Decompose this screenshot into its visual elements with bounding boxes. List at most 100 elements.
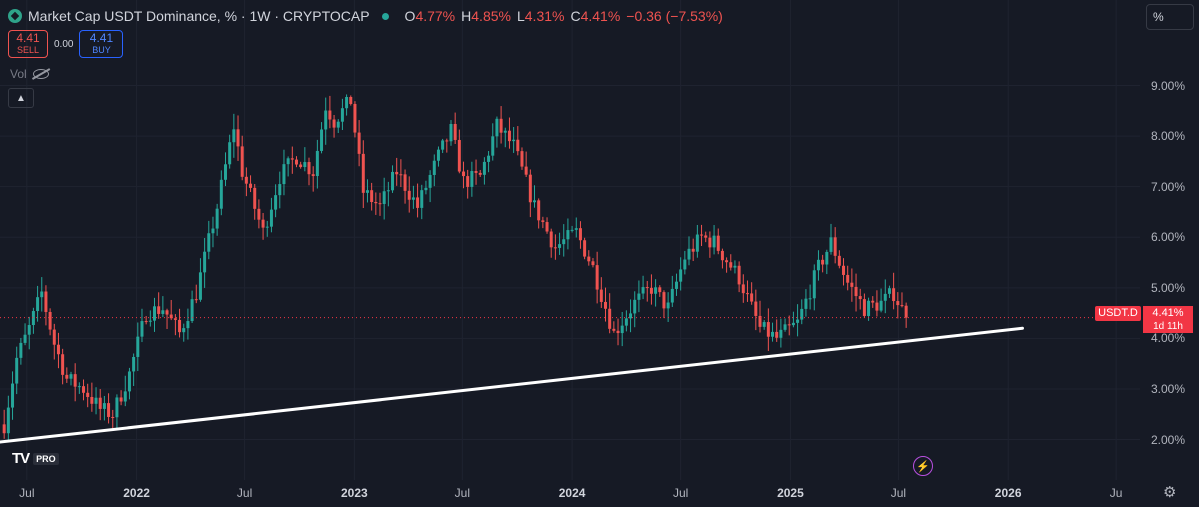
candle-down — [194, 299, 198, 301]
candle-up — [512, 139, 516, 142]
collapse-legend-button[interactable]: ▲ — [8, 88, 34, 108]
candle-down — [119, 397, 123, 402]
candle-up — [566, 230, 570, 240]
candle-down — [144, 321, 148, 323]
candle-down — [520, 151, 524, 167]
candle-down — [361, 153, 365, 193]
candle-down — [253, 187, 257, 209]
candle-up — [620, 325, 624, 334]
candle-up — [570, 229, 574, 231]
candle-down — [249, 183, 253, 188]
candle-up — [23, 334, 27, 343]
close-value: 4.41% — [580, 8, 621, 24]
candle-up — [198, 272, 202, 300]
candle-up — [15, 357, 19, 384]
candle-up — [391, 171, 395, 191]
candle-down — [178, 319, 182, 333]
buy-price: 4.41 — [89, 31, 114, 45]
candle-down — [537, 200, 541, 221]
candle-down — [236, 129, 240, 147]
candle-up — [791, 322, 795, 326]
candle-down — [658, 287, 662, 293]
candle-up — [411, 197, 415, 200]
candle-up — [340, 108, 344, 122]
low-value: 4.31% — [524, 8, 565, 24]
candle-up — [115, 397, 119, 418]
candle-down — [775, 331, 779, 338]
candle-down — [478, 172, 482, 175]
candle-down — [169, 314, 173, 319]
gear-icon[interactable]: ⚙ — [1163, 484, 1177, 501]
y-tick-label: 3.00% — [1151, 381, 1186, 396]
candle-up — [562, 239, 566, 245]
candle-down — [754, 301, 758, 316]
x-tick-label: Ju — [1109, 486, 1123, 500]
candle-up — [6, 407, 10, 434]
candle-down — [741, 284, 745, 294]
candle-series — [2, 94, 908, 443]
candle-down — [716, 235, 720, 251]
candle-down — [541, 220, 545, 223]
candle-up — [624, 318, 628, 326]
sell-price: 4.41 — [16, 31, 40, 45]
candle-up — [783, 324, 787, 330]
x-tick-label: Jul — [672, 486, 689, 500]
lightning-icon[interactable]: ⚡ — [913, 456, 933, 476]
candle-up — [286, 158, 290, 165]
trendline[interactable] — [0, 326, 1024, 444]
buy-button[interactable]: 4.41 BUY — [79, 30, 124, 58]
candle-up — [825, 251, 829, 265]
candle-up — [779, 329, 783, 338]
candle-down — [649, 287, 653, 294]
x-tick-label: 2022 — [123, 486, 150, 500]
close-key: C — [570, 8, 581, 24]
volume-indicator[interactable]: Vol — [10, 67, 49, 81]
tradingview-logo[interactable]: TV PRO — [12, 450, 59, 467]
scale-mode-button[interactable]: % — [1146, 4, 1194, 30]
candle-down — [353, 103, 357, 133]
candle-down — [524, 166, 528, 175]
candle-down — [591, 261, 595, 266]
candle-down — [837, 255, 841, 266]
candle-up — [733, 265, 737, 268]
candle-down — [370, 190, 374, 203]
symbol-title[interactable]: Market Cap USDT Dominance, % · 1W · CRYP… — [28, 8, 370, 24]
candle-down — [904, 305, 908, 318]
candle-down — [65, 374, 69, 379]
sell-button[interactable]: 4.41 SELL — [8, 30, 48, 58]
candle-up — [470, 171, 474, 187]
candle-up — [771, 331, 775, 337]
candle-up — [867, 300, 871, 316]
candle-down — [290, 158, 294, 160]
candle-down — [725, 260, 729, 263]
candle-down — [858, 296, 862, 300]
candle-down — [107, 403, 111, 417]
candle-down — [98, 397, 102, 409]
candle-down — [328, 110, 332, 120]
candle-down — [766, 322, 770, 337]
candle-up — [320, 129, 324, 151]
candle-down — [157, 306, 161, 314]
candle-up — [136, 336, 140, 357]
candle-down — [240, 146, 244, 177]
y-tick-label: 6.00% — [1151, 230, 1186, 245]
candle-down — [846, 274, 850, 283]
candle-up — [31, 311, 35, 326]
tv-logo-mark: TV — [12, 450, 30, 467]
candle-up — [94, 397, 98, 404]
eye-off-icon[interactable] — [32, 69, 49, 79]
candle-up — [207, 233, 211, 252]
x-tick-label: 2026 — [994, 486, 1022, 500]
candle-down — [395, 171, 399, 175]
candle-down — [2, 424, 6, 434]
candle-up — [503, 130, 507, 133]
candle-up — [829, 237, 833, 252]
candle-down — [111, 416, 115, 418]
candle-down — [73, 374, 77, 387]
candle-up — [228, 142, 232, 165]
chart-header: Market Cap USDT Dominance, % · 1W · CRYP… — [8, 6, 723, 26]
last-price-badge: 4.41% — [1143, 306, 1193, 321]
candle-up — [482, 161, 486, 175]
candle-down — [645, 287, 649, 289]
